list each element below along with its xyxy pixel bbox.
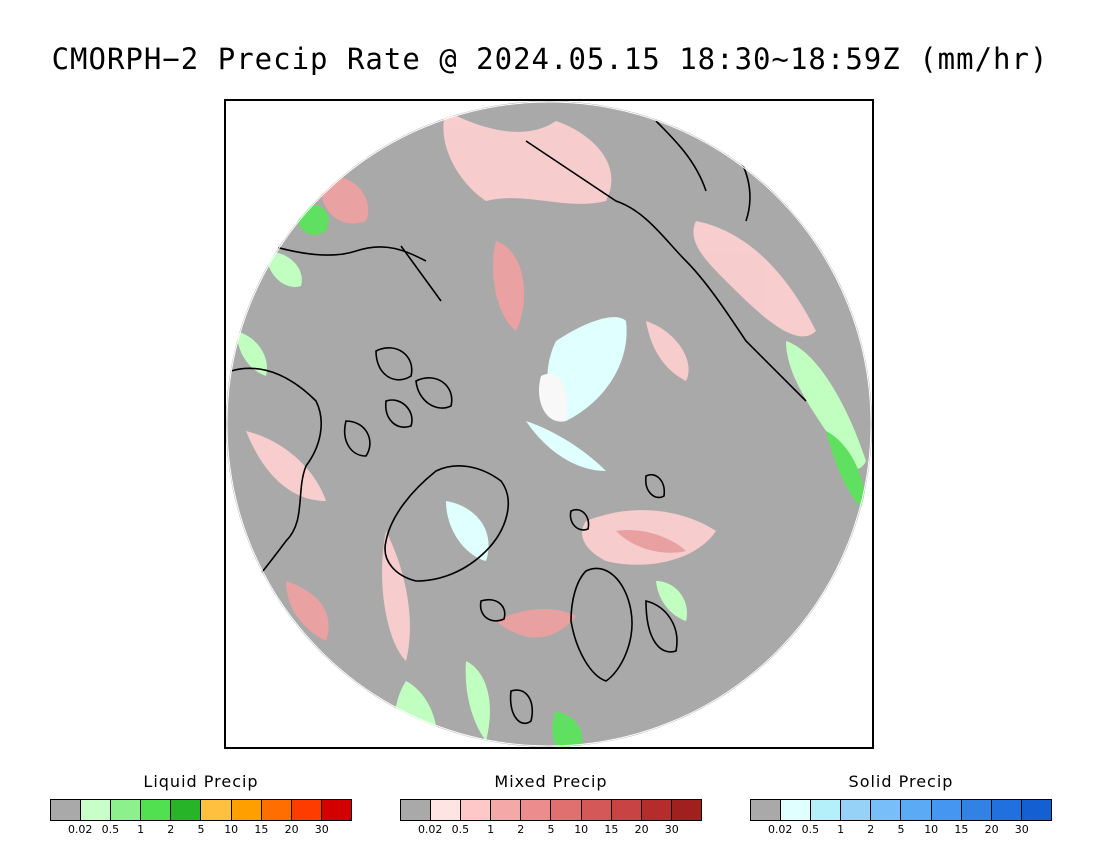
legend-swatch bbox=[491, 800, 522, 820]
polar-precip-map bbox=[226, 101, 872, 747]
legend-tick-label: 15 bbox=[954, 823, 969, 836]
polar-map-frame bbox=[224, 99, 874, 749]
legend-swatch bbox=[321, 800, 351, 820]
mixed-precip-areas bbox=[246, 111, 816, 661]
legend-tick-label: 2 bbox=[867, 823, 875, 836]
legend-tick-label: 15 bbox=[604, 823, 619, 836]
legend-tick-label: 20 bbox=[984, 823, 999, 836]
legend-tick-label: 30 bbox=[664, 823, 679, 836]
legend-tick-label: 0.02 bbox=[67, 823, 93, 836]
legend-tick-label: 5 bbox=[547, 823, 555, 836]
legend-swatch bbox=[201, 800, 232, 820]
legend-swatch bbox=[261, 800, 292, 820]
legend-swatch bbox=[901, 800, 932, 820]
legend-tick-label: 0.5 bbox=[451, 823, 470, 836]
legend-tick-label: 30 bbox=[314, 823, 329, 836]
legend-swatch bbox=[871, 800, 902, 820]
legend-swatch bbox=[751, 800, 782, 820]
legend-tick-label: 2 bbox=[167, 823, 175, 836]
coastlines bbox=[230, 120, 807, 725]
legend-swatch bbox=[231, 800, 262, 820]
legend-tick-label: 0.02 bbox=[417, 823, 443, 836]
legend-ticks-liquid: 0.02 0.5 1 2 5 10 15 20 30 bbox=[50, 823, 352, 837]
legend-swatch bbox=[641, 800, 672, 820]
legend-ticks-solid: 0.02 0.5 1 2 5 10 15 20 30 bbox=[750, 823, 1052, 837]
legend-swatch bbox=[171, 800, 202, 820]
legend-swatches-solid bbox=[750, 799, 1052, 821]
legend-swatch bbox=[811, 800, 842, 820]
legend-tick-label: 2 bbox=[517, 823, 525, 836]
legend-tick-label: 30 bbox=[1014, 823, 1029, 836]
legend-liquid-precip: Liquid Precip 0.02 0.5 1 2 5 10 15 20 30 bbox=[50, 772, 352, 837]
legend-swatches-liquid bbox=[50, 799, 352, 821]
legend-swatch bbox=[431, 800, 462, 820]
legend-title-solid: Solid Precip bbox=[848, 772, 954, 791]
legend-tick-label: 1 bbox=[837, 823, 845, 836]
legend-title-mixed: Mixed Precip bbox=[494, 772, 608, 791]
legend-swatch bbox=[781, 800, 812, 820]
legend-tick-label: 10 bbox=[924, 823, 939, 836]
legend-swatch bbox=[81, 800, 112, 820]
legend-tick-label: 5 bbox=[897, 823, 905, 836]
legend-title-liquid: Liquid Precip bbox=[143, 772, 259, 791]
legend-swatch bbox=[141, 800, 172, 820]
legend-tick-label: 0.5 bbox=[801, 823, 820, 836]
legend-swatch bbox=[111, 800, 142, 820]
legend-swatch bbox=[461, 800, 492, 820]
legend-solid-precip: Solid Precip 0.02 0.5 1 2 5 10 15 20 30 bbox=[750, 772, 1052, 837]
legend-mixed-precip: Mixed Precip 0.02 0.5 1 2 5 10 15 20 30 bbox=[400, 772, 702, 837]
legend-tick-label: 0.5 bbox=[101, 823, 120, 836]
legend-swatch bbox=[521, 800, 552, 820]
legend-swatch bbox=[291, 800, 322, 820]
legend-tick-label: 1 bbox=[137, 823, 145, 836]
solid-precip-areas bbox=[446, 317, 627, 561]
legend-swatch bbox=[991, 800, 1022, 820]
legend-swatches-mixed bbox=[400, 799, 702, 821]
chart-title: CMORPH−2 Precip Rate @ 2024.05.15 18:30∼… bbox=[51, 42, 1049, 76]
legend-swatch bbox=[51, 800, 82, 820]
legend-tick-label: 20 bbox=[634, 823, 649, 836]
legend-swatch bbox=[671, 800, 701, 820]
legend-swatch bbox=[401, 800, 432, 820]
legend-tick-label: 0.02 bbox=[767, 823, 793, 836]
legend-tick-label: 10 bbox=[574, 823, 589, 836]
legend-tick-label: 10 bbox=[224, 823, 239, 836]
legend-ticks-mixed: 0.02 0.5 1 2 5 10 15 20 30 bbox=[400, 823, 702, 837]
legend-tick-label: 20 bbox=[284, 823, 299, 836]
legend-tick-label: 15 bbox=[254, 823, 269, 836]
legend-tick-label: 1 bbox=[487, 823, 495, 836]
legend-tick-label: 5 bbox=[197, 823, 205, 836]
legend-swatch bbox=[961, 800, 992, 820]
legend-swatch bbox=[841, 800, 872, 820]
legend-swatch bbox=[551, 800, 582, 820]
legend-swatch bbox=[581, 800, 612, 820]
legend-swatch bbox=[931, 800, 962, 820]
legend-swatch bbox=[611, 800, 642, 820]
legend-swatch bbox=[1021, 800, 1051, 820]
